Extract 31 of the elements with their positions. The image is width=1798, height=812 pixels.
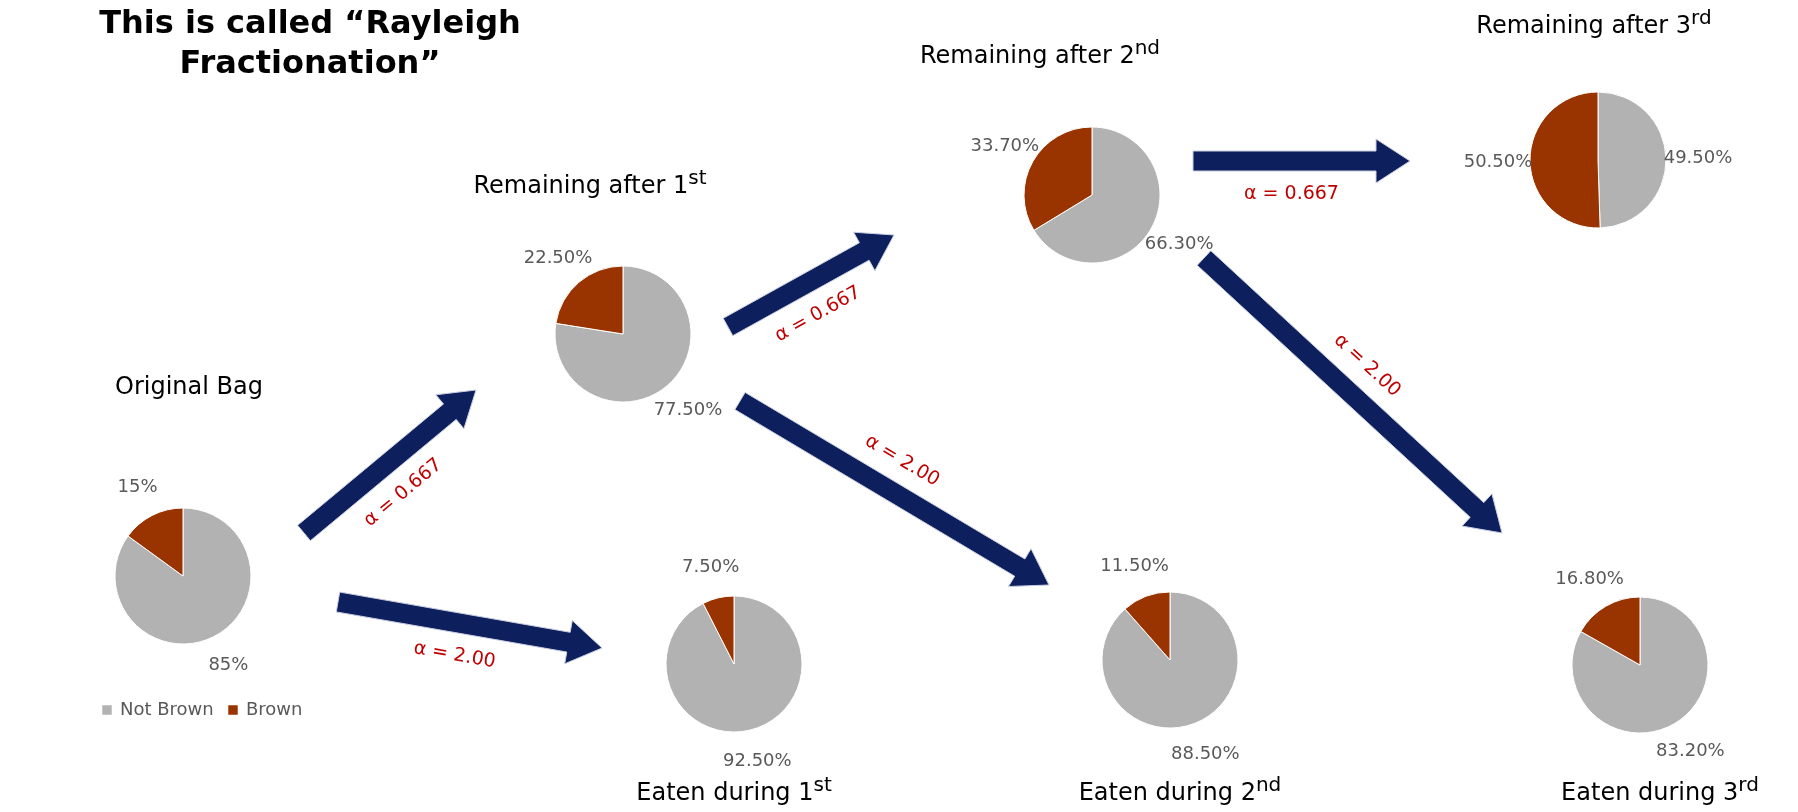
data-label: 85% — [208, 653, 249, 675]
data-label: 16.80% — [1555, 566, 1624, 588]
data-label: 11.50% — [1100, 554, 1169, 576]
data-label: 77.50% — [653, 398, 723, 420]
data-label: 49.50% — [1663, 146, 1733, 168]
data-label: 92.50% — [723, 749, 792, 771]
pie-slice — [114, 507, 252, 645]
data-label: 83.20% — [1656, 739, 1725, 761]
text: Eaten during 3$^{rd}$ — [1561, 772, 1759, 806]
pie-slice — [554, 265, 692, 403]
text: α = 2.00 — [861, 428, 945, 490]
pie-slice — [665, 595, 803, 733]
chart-title: Remaining after 3$^{rd}$ — [1476, 5, 1712, 39]
text: Eaten during 2$^{nd}$ — [1078, 772, 1282, 806]
pie-slice — [1101, 591, 1239, 729]
legend-label: Not Brown — [120, 698, 214, 719]
chart-title: Remaining after 1$^{st}$ — [473, 165, 707, 199]
text: α = 2.00 — [412, 635, 498, 672]
text: α = 0.667 — [1244, 180, 1339, 203]
text: Eaten during 1$^{st}$ — [636, 772, 832, 806]
pie-slice — [1571, 596, 1709, 734]
chart-title: Original Bag — [115, 372, 263, 400]
data-label: 22.50% — [523, 245, 593, 267]
data-label: 33.70% — [970, 134, 1040, 155]
data-label: 7.50% — [682, 554, 740, 576]
data-label: 88.50% — [1171, 741, 1240, 763]
text: This is called “Rayleigh Fractionation” — [98, 2, 522, 82]
data-label: 15% — [117, 474, 158, 496]
chart-title: Remaining after 2$^{nd}$ — [919, 35, 1161, 69]
data-label: 66.30% — [1144, 232, 1214, 253]
legend-label: Brown — [246, 698, 303, 719]
